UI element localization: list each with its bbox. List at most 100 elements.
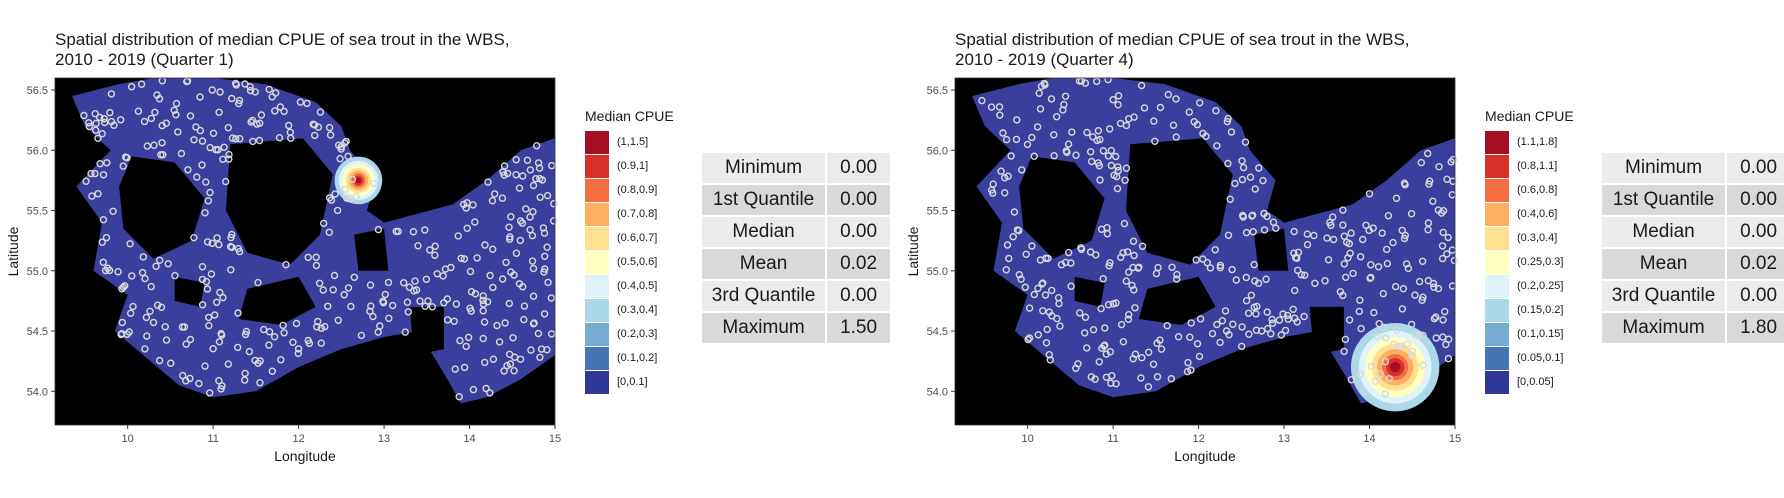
station-point bbox=[286, 128, 294, 136]
station-point bbox=[1167, 375, 1175, 383]
station-point bbox=[401, 328, 409, 336]
station-point bbox=[233, 343, 242, 352]
station-point bbox=[520, 302, 529, 310]
station-point bbox=[219, 155, 227, 164]
station-point bbox=[1223, 117, 1231, 126]
station-point bbox=[1017, 166, 1026, 174]
station-point bbox=[251, 88, 259, 96]
station-point bbox=[999, 129, 1007, 137]
station-point bbox=[1218, 317, 1227, 325]
map-title-line2: 2010 - 2019 (Quarter 4) bbox=[955, 50, 1134, 69]
station-point bbox=[481, 358, 489, 367]
station-point bbox=[242, 327, 251, 336]
station-point bbox=[421, 302, 429, 310]
x-tick-label: 12 bbox=[292, 433, 304, 445]
station-point bbox=[505, 350, 514, 358]
station-point bbox=[129, 302, 137, 311]
station-point bbox=[315, 279, 324, 287]
station-point bbox=[159, 150, 167, 159]
station-point bbox=[1426, 177, 1434, 185]
station-point bbox=[1294, 266, 1302, 274]
station-point bbox=[1430, 283, 1438, 291]
station-point bbox=[1015, 271, 1024, 279]
station-point bbox=[1303, 230, 1311, 238]
station-point bbox=[215, 108, 223, 117]
legend-swatch bbox=[1485, 274, 1509, 298]
station-point bbox=[140, 117, 149, 126]
station-point bbox=[503, 361, 511, 370]
station-point bbox=[1156, 103, 1165, 112]
station-point bbox=[153, 301, 162, 309]
station-point bbox=[294, 349, 302, 358]
station-point bbox=[512, 249, 521, 257]
legend: Median CPUE (1.1,1.8] (0.8,1.1] (0.6,0.8](… bbox=[1485, 108, 1574, 394]
station-point bbox=[270, 333, 279, 341]
station-point bbox=[1356, 253, 1365, 261]
station-point bbox=[505, 223, 513, 231]
legend-swatch bbox=[585, 322, 609, 346]
station-point bbox=[1419, 361, 1427, 369]
station-point bbox=[523, 156, 532, 164]
station-point bbox=[481, 241, 489, 249]
station-point bbox=[519, 172, 527, 180]
station-point bbox=[221, 177, 230, 186]
station-point bbox=[1444, 354, 1453, 363]
station-point bbox=[491, 190, 499, 198]
station-point bbox=[1227, 128, 1236, 136]
station-point bbox=[1107, 161, 1116, 170]
station-point bbox=[532, 174, 540, 183]
station-point bbox=[1124, 268, 1133, 276]
station-point bbox=[1339, 206, 1347, 214]
station-point bbox=[1367, 362, 1375, 371]
station-point bbox=[1003, 241, 1012, 249]
stat-value: 0.00 bbox=[1727, 185, 1784, 215]
legend-label: [0,0.05] bbox=[1517, 376, 1554, 388]
station-point bbox=[440, 299, 448, 307]
station-point bbox=[1050, 131, 1058, 139]
station-point bbox=[495, 338, 504, 346]
station-point bbox=[253, 120, 261, 128]
station-point bbox=[1321, 277, 1329, 285]
map-plot: 10 11 12 13 14 15 56.5 56.0 55.5 55.0 54.5 54.0 Long… bbox=[905, 75, 1461, 464]
y-tick-label: 55.0 bbox=[27, 266, 48, 278]
station-point bbox=[1149, 360, 1158, 368]
station-point bbox=[1140, 104, 1149, 112]
station-point bbox=[400, 279, 408, 287]
legend-item: (0.4,0.6] bbox=[1485, 202, 1574, 226]
station-point bbox=[488, 196, 497, 205]
station-point bbox=[342, 137, 350, 146]
hotspot-ring bbox=[355, 177, 362, 184]
station-point bbox=[1064, 140, 1073, 148]
station-point bbox=[210, 311, 219, 319]
station-point bbox=[550, 199, 558, 208]
station-point bbox=[1238, 323, 1246, 331]
station-point bbox=[109, 207, 117, 216]
station-point bbox=[527, 346, 535, 354]
station-point bbox=[1424, 149, 1432, 158]
station-point bbox=[1107, 146, 1116, 155]
legend-label: (0.4,0.6] bbox=[1517, 208, 1558, 220]
legend-item: [0,0.05] bbox=[1485, 370, 1574, 394]
station-point bbox=[473, 254, 481, 262]
station-point bbox=[1186, 333, 1194, 341]
legend-swatch bbox=[585, 346, 609, 370]
legend-item: (0.4,0.5] bbox=[585, 274, 674, 298]
station-point bbox=[1122, 164, 1131, 172]
station-point bbox=[107, 90, 116, 98]
station-point bbox=[544, 278, 552, 287]
station-point bbox=[1407, 320, 1416, 329]
station-point bbox=[1300, 312, 1308, 321]
station-point bbox=[1206, 264, 1215, 272]
station-point bbox=[325, 123, 334, 132]
station-point bbox=[1281, 326, 1290, 335]
station-point bbox=[205, 321, 213, 330]
station-point bbox=[80, 111, 88, 120]
stat-value: 0.00 bbox=[1727, 281, 1784, 311]
station-point bbox=[379, 297, 387, 305]
station-point bbox=[240, 376, 249, 384]
station-point bbox=[1347, 376, 1356, 384]
legend-item: (0.2,0.3] bbox=[585, 322, 674, 346]
station-point bbox=[1242, 228, 1251, 237]
station-point bbox=[1121, 176, 1129, 184]
station-point bbox=[1022, 250, 1030, 259]
